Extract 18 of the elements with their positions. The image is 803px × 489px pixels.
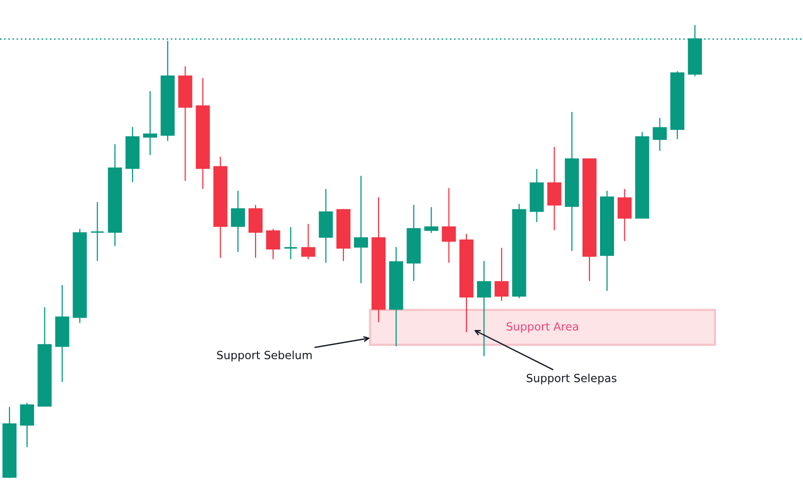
candlestick [494,247,509,302]
candlestick [266,228,280,260]
band-label: Support Area [506,322,578,333]
candlestick [284,226,298,260]
annotation: Support Sebelum [217,350,312,362]
candlestick [230,190,245,253]
candlestick [248,204,263,258]
candlestick [424,206,438,234]
candlestick [143,90,158,156]
candlestick [618,188,632,242]
candlestick [354,175,368,284]
annotation: Support Selepas [526,374,616,384]
candlestick [301,223,316,260]
candlestick [442,188,456,264]
candlestick [652,117,667,152]
candlestick [90,202,104,262]
candlestick [20,402,34,448]
candlestick [547,146,562,231]
